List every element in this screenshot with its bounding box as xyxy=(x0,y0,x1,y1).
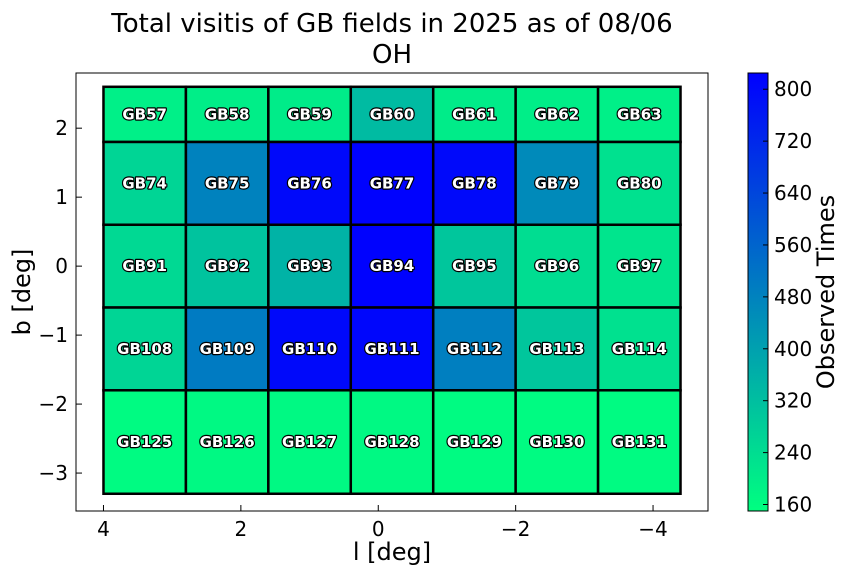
x-tick-label: 2 xyxy=(235,517,248,541)
cell-label-gb58: GB58 xyxy=(205,105,250,123)
heatmap-cell-gb125 xyxy=(102,389,188,496)
heatmap-cell-gb95 xyxy=(431,223,517,309)
x-tick-label: 4 xyxy=(97,517,110,541)
heatmap-cell-gb108 xyxy=(102,306,188,392)
heatmap-cell-gb78 xyxy=(431,140,517,226)
heatmap-cell-gb127 xyxy=(267,389,353,496)
x-axis-label: l [deg] xyxy=(353,538,431,566)
y-tick-label: 1 xyxy=(55,185,68,209)
colorbar-label: Observed Times xyxy=(812,195,840,389)
heatmap-cell-gb96 xyxy=(514,223,600,309)
heatmap-cell-gb109 xyxy=(184,306,270,392)
colorbar-tick-label: 320 xyxy=(774,389,812,413)
y-tick-label: −2 xyxy=(39,392,68,416)
cell-label-gb97: GB97 xyxy=(617,257,662,275)
cell-label-gb62: GB62 xyxy=(535,105,580,123)
cell-label-gb57: GB57 xyxy=(122,105,167,123)
cell-label-gb79: GB79 xyxy=(535,174,580,192)
y-tick-label: 0 xyxy=(55,254,68,278)
colorbar-tick-label: 640 xyxy=(774,181,812,205)
cell-label-gb110: GB110 xyxy=(282,340,337,358)
y-tick-label: 2 xyxy=(55,116,68,140)
cell-label-gb80: GB80 xyxy=(617,174,662,192)
x-axis-ticks: 4 2 0 −2 −4 xyxy=(97,505,668,541)
cell-label-gb128: GB128 xyxy=(364,433,419,451)
cell-label-gb114: GB114 xyxy=(612,340,667,358)
heatmap-cell-gb57 xyxy=(102,85,188,144)
cell-label-gb127: GB127 xyxy=(282,433,337,451)
cell-label-gb91: GB91 xyxy=(122,257,167,275)
cell-label-gb74: GB74 xyxy=(122,174,167,192)
cell-label-gb96: GB96 xyxy=(535,257,580,275)
cell-label-gb60: GB60 xyxy=(370,105,415,123)
heatmap-cell-gb113 xyxy=(514,306,600,392)
y-tick-label: −1 xyxy=(39,323,68,347)
heatmap-cell-gb80 xyxy=(596,140,682,226)
chart-subtitle: OH xyxy=(372,40,412,70)
y-axis-label: b [deg] xyxy=(8,249,36,336)
x-tick-label: −4 xyxy=(638,517,667,541)
heatmap-cell-gb76 xyxy=(267,140,353,226)
colorbar xyxy=(747,72,769,512)
colorbar-tick-label: 480 xyxy=(774,285,812,309)
cell-label-gb131: GB131 xyxy=(612,433,667,451)
cell-label-gb75: GB75 xyxy=(205,174,250,192)
heatmap-cell-gb131 xyxy=(596,389,682,496)
heatmap-cell-gb92 xyxy=(184,223,270,309)
colorbar-tick-label: 400 xyxy=(774,337,812,361)
cell-label-gb93: GB93 xyxy=(287,257,332,275)
cell-label-gb78: GB78 xyxy=(452,174,497,192)
chart-title: Total visitis of GB fields in 2025 as of… xyxy=(110,9,672,39)
cell-label-gb130: GB130 xyxy=(529,433,584,451)
cell-label-gb63: GB63 xyxy=(617,105,662,123)
heatmap-cell-gb130 xyxy=(514,389,600,496)
heatmap-cell-gb62 xyxy=(514,85,600,144)
cell-label-gb112: GB112 xyxy=(447,340,502,358)
colorbar-tick-label: 560 xyxy=(774,233,812,257)
colorbar-tick-label: 240 xyxy=(774,441,812,465)
heatmap-cells xyxy=(102,85,682,496)
cell-label-gb129: GB129 xyxy=(447,433,502,451)
heatmap-cell-gb93 xyxy=(267,223,353,309)
cell-label-gb61: GB61 xyxy=(452,105,497,123)
cell-label-gb113: GB113 xyxy=(529,340,584,358)
cell-label-gb109: GB109 xyxy=(200,340,255,358)
colorbar-tick-label: 160 xyxy=(774,493,812,517)
x-tick-label: −2 xyxy=(501,517,530,541)
y-tick-label: −3 xyxy=(39,461,68,485)
plot-frame xyxy=(75,72,709,512)
cell-label-gb126: GB126 xyxy=(200,433,255,451)
cell-label-gb125: GB125 xyxy=(117,433,172,451)
x-tick-label: 0 xyxy=(372,517,385,541)
cell-label-gb76: GB76 xyxy=(287,174,332,192)
heatmap-cell-labels: GB57 GB58 GB59 GB60 GB61 GB62 GB63 GB74 GB75 GB76… xyxy=(116,104,668,452)
cell-label-gb95: GB95 xyxy=(452,257,497,275)
cell-label-gb111: GB111 xyxy=(364,340,419,358)
heatmap-cell-gb97 xyxy=(596,223,682,309)
cell-label-gb59: GB59 xyxy=(287,105,332,123)
cell-label-gb94: GB94 xyxy=(370,257,415,275)
colorbar-tick-label: 800 xyxy=(774,77,812,101)
cell-label-gb77: GB77 xyxy=(370,174,415,192)
heatmap-cell-gb74 xyxy=(102,140,188,226)
colorbar-ticks: 160 240 320 400 480 560 640 720 800 xyxy=(763,77,812,517)
cell-label-gb108: GB108 xyxy=(117,340,172,358)
cell-label-gb92: GB92 xyxy=(205,257,250,275)
y-axis-ticks: 2 1 0 −1 −2 −3 xyxy=(39,116,82,485)
colorbar-tick-label: 720 xyxy=(774,129,812,153)
